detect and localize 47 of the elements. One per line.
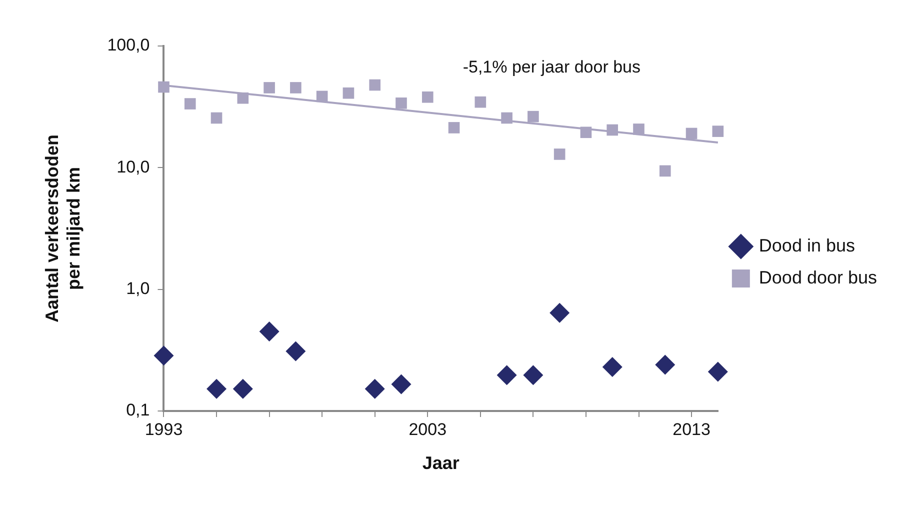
point (316, 90, 328, 102)
point (232, 378, 253, 399)
point (391, 374, 412, 394)
point (422, 91, 434, 103)
y-axis-title: Aantal verkeersdoden per miljard km (42, 134, 84, 323)
point (554, 148, 566, 160)
x-tick-label: 2013 (672, 420, 710, 439)
point (659, 165, 671, 177)
point (158, 81, 170, 93)
point (290, 82, 302, 94)
x-tick-label: 2003 (408, 420, 447, 439)
annotation: -5,1% per jaar door bus (462, 58, 640, 77)
point (210, 112, 222, 124)
point (501, 112, 512, 124)
point (369, 79, 381, 91)
point (237, 92, 249, 104)
point (154, 346, 174, 366)
point (523, 365, 544, 386)
x-axis-title: Jaar (422, 453, 460, 474)
legend-label: Dood in bus (758, 235, 855, 256)
point (396, 98, 407, 109)
point (474, 96, 486, 108)
y-tick-label: 0,1 (126, 400, 150, 420)
point (364, 378, 385, 399)
y-tick-label: 10,0 (116, 157, 150, 176)
x-tick-label: 1993 (144, 420, 183, 439)
point (342, 87, 354, 99)
point (633, 124, 644, 135)
point (602, 356, 622, 377)
y-tick-label: 100,0 (107, 36, 150, 55)
y-tick-label: 1,0 (126, 279, 150, 298)
point (264, 82, 275, 94)
legend-label: Dood door bus (758, 267, 878, 288)
point (184, 98, 196, 110)
point (528, 110, 539, 122)
point (286, 341, 306, 362)
point (448, 122, 460, 134)
point (550, 302, 570, 323)
point (606, 124, 618, 136)
point (708, 362, 728, 382)
point (580, 126, 592, 138)
point (496, 365, 517, 386)
point (655, 354, 676, 375)
point (686, 128, 698, 140)
point (712, 126, 724, 137)
point (259, 322, 280, 342)
point (206, 378, 227, 399)
